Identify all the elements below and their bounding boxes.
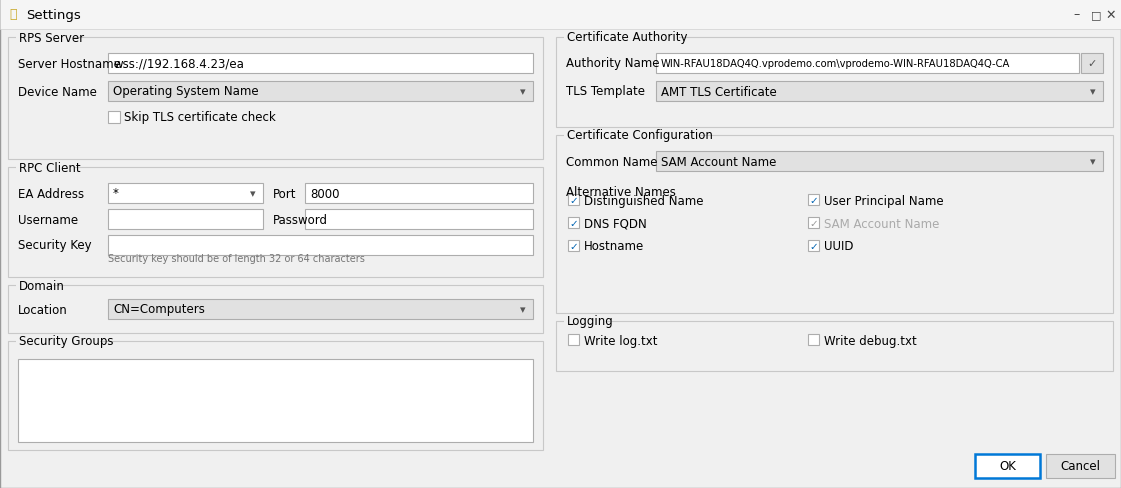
Bar [108, 183, 263, 203]
Bar [656, 82, 1103, 102]
Bar [16, 285, 53, 287]
Text: AMT TLS Certificate: AMT TLS Certificate [661, 85, 777, 98]
Bar [808, 334, 819, 346]
Text: ▾: ▾ [520, 87, 526, 97]
Text: Security key should be of length 32 or 64 characters: Security key should be of length 32 or 6… [108, 253, 364, 264]
Text: RPC Client: RPC Client [19, 161, 81, 174]
Bar [808, 241, 819, 251]
Text: Location: Location [18, 303, 67, 316]
Text: Common Name: Common Name [566, 155, 658, 168]
Text: Distinguished Name: Distinguished Name [584, 194, 704, 207]
Text: ▾: ▾ [1091, 157, 1096, 167]
Text: Certificate Authority: Certificate Authority [567, 31, 687, 44]
Text: 🔒: 🔒 [9, 8, 17, 21]
Bar [16, 37, 74, 40]
Bar [975, 454, 1040, 478]
Bar [8, 168, 543, 278]
Text: ✓: ✓ [809, 242, 818, 251]
Text: Write log.txt: Write log.txt [584, 334, 658, 347]
Text: Server Hostname: Server Hostname [18, 58, 121, 70]
Bar [568, 241, 580, 251]
Text: ✕: ✕ [1105, 8, 1117, 21]
Bar [108, 82, 532, 102]
Bar [808, 195, 819, 205]
Text: SAM Account Name: SAM Account Name [824, 217, 939, 230]
Bar [8, 38, 543, 160]
Bar [16, 340, 100, 343]
Bar [556, 136, 1113, 313]
Text: EA Address: EA Address [18, 187, 84, 200]
Text: wss://192.168.4.23/ea: wss://192.168.4.23/ea [113, 58, 244, 70]
Bar [1081, 54, 1103, 74]
Bar [108, 299, 532, 319]
Text: Hostname: Hostname [584, 240, 645, 253]
Bar [0, 0, 1121, 30]
Text: UUID: UUID [824, 240, 853, 253]
Text: Settings: Settings [26, 8, 81, 21]
Text: Domain: Domain [19, 279, 65, 292]
Text: CN=Computers: CN=Computers [113, 303, 205, 316]
Bar [1046, 454, 1115, 478]
Text: ✓: ✓ [809, 219, 818, 228]
Bar [8, 341, 543, 450]
Bar [568, 195, 580, 205]
Text: Authority Name: Authority Name [566, 58, 659, 70]
Bar [8, 285, 543, 333]
Text: OK: OK [999, 460, 1016, 472]
Text: ▾: ▾ [1091, 87, 1096, 97]
Text: Skip TLS certificate check: Skip TLS certificate check [124, 111, 276, 124]
Bar [568, 334, 580, 346]
Bar [568, 218, 580, 228]
Text: Certificate Configuration: Certificate Configuration [567, 129, 713, 142]
Bar [108, 54, 532, 74]
Text: WIN-RFAU18DAQ4Q.vprodemo.com\vprodemo-WIN-RFAU18DAQ4Q-CA: WIN-RFAU18DAQ4Q.vprodemo.com\vprodemo-WI… [661, 59, 1010, 69]
Text: Write debug.txt: Write debug.txt [824, 334, 917, 347]
Text: 8000: 8000 [311, 187, 340, 200]
Text: ✓: ✓ [569, 196, 577, 205]
Bar [305, 183, 532, 203]
Text: DNS FQDN: DNS FQDN [584, 217, 647, 230]
Text: SAM Account Name: SAM Account Name [661, 155, 777, 168]
Bar [108, 236, 532, 256]
Text: Operating System Name: Operating System Name [113, 85, 259, 98]
Text: Cancel: Cancel [1060, 460, 1101, 472]
Bar [656, 152, 1103, 172]
Bar [564, 135, 700, 138]
Text: Device Name: Device Name [18, 85, 96, 98]
Bar [108, 112, 120, 124]
Text: User Principal Name: User Principal Name [824, 194, 944, 207]
Bar [305, 209, 532, 229]
Text: Security Groups: Security Groups [19, 335, 113, 348]
Text: Logging: Logging [567, 315, 614, 328]
Text: ✓: ✓ [1087, 59, 1096, 69]
Text: □: □ [1091, 10, 1101, 20]
Bar [656, 54, 1080, 74]
Text: *: * [113, 187, 119, 200]
Text: ▾: ▾ [520, 305, 526, 314]
Text: Username: Username [18, 213, 78, 226]
Bar [808, 218, 819, 228]
Text: Alternative Names: Alternative Names [566, 185, 676, 198]
Text: TLS Template: TLS Template [566, 85, 645, 98]
Text: Password: Password [274, 213, 328, 226]
Text: ▾: ▾ [250, 189, 256, 199]
Bar [108, 209, 263, 229]
Bar [16, 167, 74, 170]
Text: ✓: ✓ [809, 196, 818, 205]
Text: ✓: ✓ [569, 219, 577, 228]
Text: RPS Server: RPS Server [19, 31, 84, 44]
Text: Security Key: Security Key [18, 239, 92, 252]
Bar [556, 321, 1113, 371]
Bar [18, 359, 532, 442]
Text: ✓: ✓ [569, 242, 577, 251]
Bar [564, 37, 679, 40]
Bar [556, 38, 1113, 128]
Bar [564, 320, 606, 324]
Text: –: – [1074, 8, 1081, 21]
Text: Port: Port [274, 187, 296, 200]
